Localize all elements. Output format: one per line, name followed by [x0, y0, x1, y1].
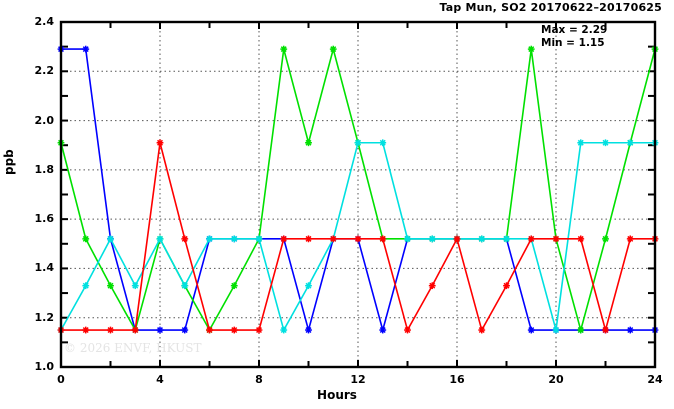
y-tick-label: 2.0 [34, 113, 55, 127]
x-tick-label: 20 [548, 373, 564, 386]
data-point-marker [626, 139, 634, 147]
data-point-marker [626, 235, 634, 243]
data-point-marker [577, 139, 585, 147]
data-point-marker [107, 326, 114, 334]
x-tick-label: 8 [255, 373, 263, 386]
data-point-marker [552, 326, 560, 334]
data-point-marker [379, 326, 387, 334]
data-point-marker [82, 235, 90, 243]
chart-title: Tap Mun, SO2 20170622–20170625 [439, 1, 662, 14]
y-tick-label: 1.4 [34, 261, 55, 275]
data-point-marker [107, 235, 114, 243]
data-point-marker [181, 282, 189, 290]
data-point-marker [181, 235, 189, 243]
data-point-marker [428, 282, 436, 290]
watermark: © 2026 ENVF, HKUST [64, 341, 202, 355]
data-point-marker [552, 235, 560, 243]
data-point-marker [577, 235, 585, 243]
y-tick-label: 2.2 [34, 64, 55, 78]
data-point-marker [503, 235, 510, 243]
data-point-marker [602, 139, 609, 147]
data-point-marker [82, 45, 90, 53]
data-point-marker [82, 326, 90, 334]
x-tick-label: 24 [647, 373, 663, 386]
data-point-marker [478, 235, 486, 243]
data-point-marker [305, 139, 312, 147]
data-point-marker [404, 235, 411, 243]
data-point-marker [255, 326, 263, 334]
y-tick-label: 2.4 [34, 15, 55, 28]
data-point-marker [379, 139, 387, 147]
x-tick-label: 12 [350, 373, 366, 386]
data-point-marker [305, 282, 312, 290]
data-point-marker [131, 282, 139, 290]
data-point-marker [230, 282, 238, 290]
data-point-marker [280, 235, 288, 243]
data-point-marker [503, 282, 510, 290]
data-point-marker [354, 139, 362, 147]
data-point-marker [280, 45, 288, 53]
data-point-marker [82, 282, 90, 290]
data-point-marker [626, 326, 634, 334]
data-point-marker [305, 326, 312, 334]
data-point-marker [230, 326, 238, 334]
x-tick-label: 4 [156, 373, 164, 386]
data-series [57, 139, 659, 334]
y-tick-label: 1.6 [34, 212, 55, 226]
data-series [57, 139, 659, 334]
data-point-marker [478, 326, 486, 334]
data-point-marker [329, 45, 337, 53]
data-point-marker [305, 235, 312, 243]
data-point-marker [453, 235, 461, 243]
y-tick-label: 1.0 [34, 360, 55, 373]
data-point-marker [230, 235, 238, 243]
data-point-marker [156, 326, 164, 334]
data-point-marker [602, 235, 609, 243]
data-point-marker [527, 326, 535, 334]
data-point-marker [206, 235, 213, 243]
data-point-marker [527, 235, 535, 243]
stats-legend: Max = 2.29 Min = 1.15 [541, 24, 607, 50]
data-point-marker [329, 235, 337, 243]
plot-frame [59, 20, 657, 369]
data-point-marker [602, 326, 609, 334]
y-tick-label: 1.2 [34, 310, 55, 324]
x-axis-label: Hours [317, 388, 357, 402]
data-point-marker [379, 235, 387, 243]
data-point-marker [255, 235, 263, 243]
data-point-marker [206, 326, 213, 334]
data-point-marker [527, 45, 535, 53]
max-value-label: Max = 2.29 [541, 24, 608, 36]
data-point-marker [107, 282, 114, 290]
min-value-label: Min = 1.15 [541, 37, 605, 49]
data-point-marker [156, 139, 164, 147]
data-point-marker [577, 326, 585, 334]
x-tick-label: 0 [57, 373, 65, 386]
data-point-marker [428, 235, 436, 243]
data-point-marker [131, 326, 139, 334]
data-point-marker [280, 326, 288, 334]
data-point-marker [354, 235, 362, 243]
y-tick-label: 1.8 [34, 162, 55, 176]
data-point-marker [181, 326, 189, 334]
x-tick-label: 16 [449, 373, 465, 386]
data-point-marker [404, 326, 411, 334]
data-point-marker [156, 235, 164, 243]
